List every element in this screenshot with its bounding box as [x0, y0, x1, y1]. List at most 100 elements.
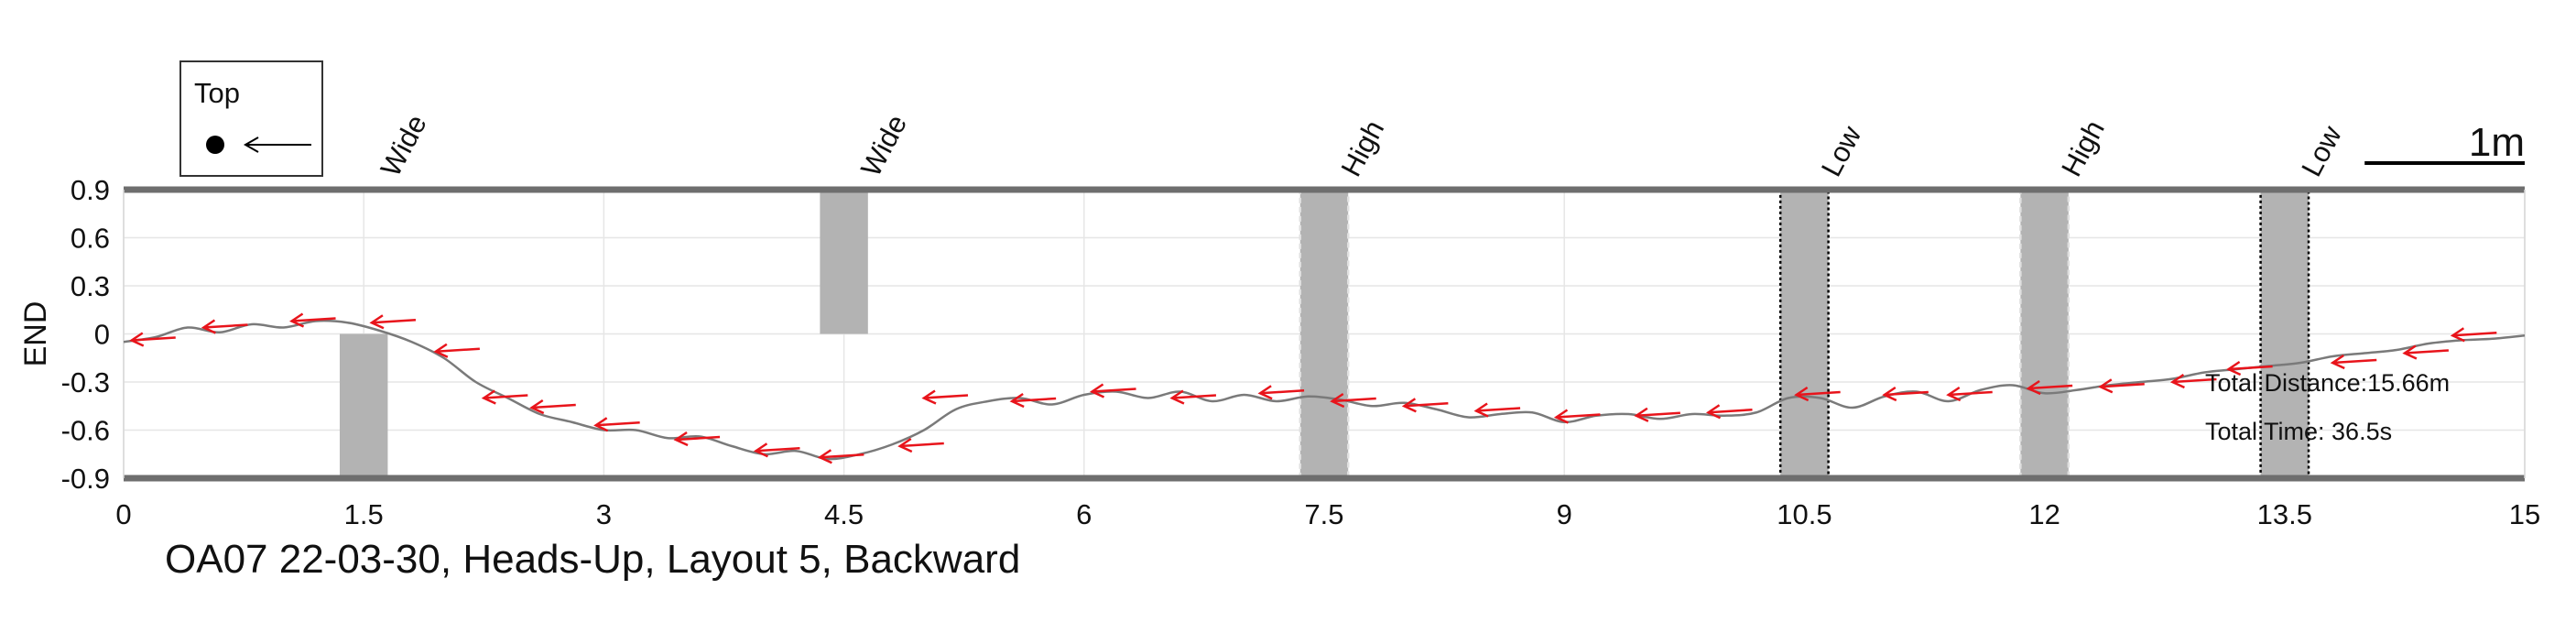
y-tick-label: 0	[94, 319, 110, 351]
direction-arrow	[529, 398, 576, 415]
direction-arrow-head	[1553, 409, 1569, 424]
direction-arrow-head	[433, 343, 449, 358]
direction-arrow-shaft	[2172, 377, 2217, 384]
obstacle-label: High	[2055, 115, 2111, 182]
obstacle-label: Low	[1815, 120, 1868, 181]
direction-arrow	[2026, 379, 2073, 396]
scale-bar-label: 1m	[2469, 120, 2525, 165]
direction-arrow-head	[1705, 404, 1722, 420]
direction-arrow-shaft	[1556, 413, 1601, 419]
direction-arrow-shaft	[531, 403, 576, 409]
direction-arrows	[129, 312, 2497, 464]
direction-arrow-shaft	[1331, 397, 1376, 403]
x-tick-label: 7.5	[1304, 498, 1343, 530]
direction-arrow-shaft	[899, 442, 944, 448]
direction-arrow	[1257, 385, 1305, 400]
direction-arrow-head	[2098, 378, 2114, 394]
direction-arrow-head	[1634, 407, 1649, 422]
direction-arrow-shaft	[1404, 402, 1449, 408]
direction-arrow	[2169, 373, 2217, 389]
direction-arrow	[673, 431, 721, 447]
y-tick-label: 0.3	[71, 270, 110, 302]
obstacle-wide	[339, 333, 388, 478]
direction-arrow-head	[817, 449, 832, 464]
y-axis-label: END	[18, 301, 53, 367]
obstacle-labels: Wide Wide High Low High Low	[375, 109, 2348, 181]
direction-arrow-head	[529, 398, 545, 415]
direction-arrow-shaft	[923, 394, 969, 399]
y-tick-label: -0.6	[61, 415, 110, 447]
x-tick-label: 3	[596, 498, 612, 530]
direction-arrow	[753, 442, 800, 458]
trajectory-line	[124, 319, 2525, 461]
direction-arrow-shaft	[675, 435, 721, 442]
y-tick-label: 0.9	[71, 174, 110, 206]
obstacle-low	[1778, 188, 1830, 480]
legend-dot-icon	[206, 136, 224, 154]
direction-arrow-shaft	[1260, 389, 1305, 395]
direction-arrow	[2226, 360, 2273, 377]
direction-arrow	[1634, 407, 1680, 422]
direction-arrow	[369, 314, 417, 330]
y-tick-label: -0.9	[61, 463, 110, 495]
direction-arrow-shaft	[820, 453, 864, 459]
direction-arrow	[1009, 392, 1057, 409]
direction-arrow-shaft	[131, 336, 176, 342]
direction-arrow-shaft	[755, 447, 800, 453]
direction-arrow	[1705, 404, 1753, 420]
direction-arrow	[2330, 354, 2377, 370]
direction-arrow-shaft	[1475, 407, 1521, 412]
direction-arrow-head	[753, 442, 768, 458]
direction-arrow-shaft	[371, 319, 417, 324]
obstacle-label: Wide	[854, 109, 913, 181]
y-tick-labels: 0.9 0.6 0.3 0 -0.3 -0.6 -0.9	[61, 174, 110, 495]
direction-arrow-head	[1330, 392, 1345, 409]
obstacle-high	[2019, 188, 2071, 480]
direction-arrow-head	[129, 332, 145, 347]
x-tick-label: 12	[2028, 498, 2060, 530]
direction-arrow-shaft	[1636, 411, 1680, 417]
y-tick-label: 0.6	[71, 223, 110, 255]
direction-arrow	[817, 449, 864, 464]
y-tick-label: -0.3	[61, 366, 110, 398]
direction-arrow-head	[1473, 402, 1489, 418]
direction-arrow-shaft	[1708, 409, 1753, 414]
direction-arrow-head	[369, 314, 385, 330]
direction-arrow-shaft	[2404, 349, 2449, 355]
direction-arrow-shaft	[1884, 390, 1929, 397]
direction-arrow	[1473, 402, 1521, 418]
direction-arrow-head	[2026, 379, 2041, 396]
direction-arrow-head	[201, 319, 216, 334]
x-tick-label: 6	[1076, 498, 1092, 530]
direction-arrow-shaft	[2332, 358, 2377, 365]
legend-arrow-head	[243, 136, 259, 153]
direction-arrow-head	[288, 312, 305, 328]
direction-arrow-shaft	[203, 323, 248, 329]
x-tick-label: 10.5	[1777, 498, 1831, 530]
direction-arrow-shaft	[1796, 390, 1841, 397]
direction-arrow	[1946, 386, 1993, 402]
direction-arrow-head	[2226, 360, 2242, 377]
total-time-annotation: Total Time: 36.5s	[2205, 418, 2392, 445]
direction-arrow	[288, 312, 336, 328]
direction-arrow-shaft	[1092, 387, 1136, 393]
direction-arrow-shaft	[2100, 383, 2145, 388]
direction-arrow-head	[593, 417, 609, 432]
direction-arrow-head	[2402, 344, 2418, 360]
direction-arrow	[921, 389, 969, 405]
x-tick-label: 0	[115, 498, 131, 530]
direction-arrow	[1089, 383, 1136, 398]
direction-arrow	[897, 437, 944, 453]
direction-arrow-shaft	[2028, 384, 2073, 390]
direction-arrow-head	[2169, 373, 2185, 389]
direction-arrow-shaft	[1171, 394, 1217, 399]
direction-arrow-shaft	[2228, 365, 2273, 371]
direction-arrow	[129, 332, 176, 347]
direction-arrow-head	[1794, 386, 1810, 402]
direction-arrow	[433, 343, 480, 358]
direction-arrow-shaft	[595, 421, 640, 427]
direction-arrow	[2450, 327, 2497, 343]
direction-arrow-head	[1401, 398, 1417, 413]
x-tick-label: 15	[2509, 498, 2540, 530]
